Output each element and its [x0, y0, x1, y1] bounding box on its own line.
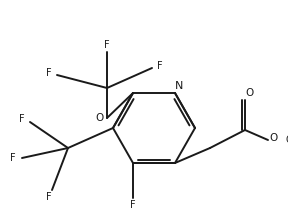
- Text: F: F: [46, 192, 52, 202]
- Text: F: F: [104, 40, 110, 50]
- Text: O: O: [245, 88, 253, 98]
- Text: F: F: [10, 153, 16, 163]
- Text: F: F: [130, 200, 136, 210]
- Text: O: O: [96, 113, 104, 123]
- Text: F: F: [19, 114, 25, 124]
- Text: O: O: [270, 133, 278, 143]
- Text: CH₃: CH₃: [285, 135, 288, 145]
- Text: F: F: [46, 68, 52, 78]
- Text: N: N: [175, 81, 183, 91]
- Text: F: F: [157, 61, 163, 71]
